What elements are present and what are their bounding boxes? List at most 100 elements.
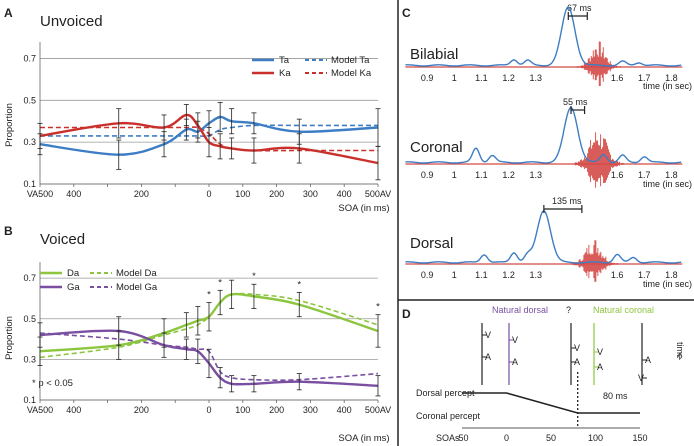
d-percept-curve (462, 392, 640, 414)
c-coronal-xtick-label: 1.3 (529, 170, 542, 180)
d-black-left-v-label: V (485, 330, 491, 340)
panel-a-ylabel: Proportion (4, 103, 15, 147)
coronal-percept-label: Coronal percept (416, 411, 481, 421)
panel-a: A Unvoiced Proportion SOA (in ms) 0.1 0.3… (4, 6, 391, 214)
c-bilabial-xtick-label: 1.3 (529, 73, 542, 83)
c-bilabial-xtick-label: 1.7 (638, 73, 651, 83)
row-label-dorsal: Dorsal (410, 235, 453, 252)
a-ytick-label: 0.7 (23, 53, 36, 63)
legend-da-label: Da (67, 268, 80, 279)
c-dorsal-xtick-label: 0.9 (421, 270, 434, 280)
d-question-v-label: V (574, 343, 580, 353)
c-bilabial-xtick-label: 1.8 (665, 73, 678, 83)
legend-model-ga-label: Model Ga (116, 282, 158, 293)
b-significance-star: * (252, 271, 256, 282)
b-xtick-label: 200 (269, 405, 284, 415)
a-ytick-label: 0.5 (23, 95, 36, 105)
c-bilabial-xtick-label: 1.2 (502, 73, 515, 83)
panel-b-plot: 0.1 0.3 0.5 0.7 VA500 400 200 0 100 200 300 400 500A… (23, 262, 391, 415)
panel-c-plot: 0.9 1 1.1 1.2 1.3 1.6 1.7 1.8 0.9 1 1.1 1.2 1.3 1.6 1.… (405, 6, 683, 282)
legend-ta-label: Ta (279, 55, 290, 66)
d-natural-coronal-a-label: A (597, 362, 603, 372)
a-xtick-label: VA500 (27, 189, 53, 199)
natural-dorsal-label: Natural dorsal (492, 305, 548, 315)
lag-80ms-label: 80 ms (603, 391, 628, 401)
d-black-right-v-label: V (638, 373, 644, 383)
panel-b-ylabel: Proportion (4, 316, 15, 360)
d-natural-coronal-v-label: V (597, 347, 603, 357)
legend-ga-label: Ga (67, 282, 80, 293)
d-natural-dorsal-a-label: A (512, 357, 518, 367)
panel-a-legend: Ta Ka Model Ta Model Ka (252, 55, 372, 79)
b-xtick-label: VA500 (27, 405, 53, 415)
c-dorsal-xtick-label: 1.2 (502, 270, 515, 280)
c-bilabial-xtick-label: 1 (452, 73, 457, 83)
c-bilabial-xtick-label: 1.6 (611, 73, 624, 83)
a-ytick-label: 0.1 (23, 179, 36, 189)
d-xtick-label: 0 (504, 433, 509, 443)
b-significance-star: * (297, 279, 301, 290)
d-black-right-a-label: A (645, 355, 651, 365)
c-dorsal-xtick-label: 1.3 (529, 270, 542, 280)
panel-b-label: B (4, 224, 13, 238)
b-xtick-label: 400 (66, 405, 81, 415)
panel-a-plot: 0.1 0.3 0.5 0.7 VA500 400 200 0 100 200 300 400 500A… (23, 42, 391, 199)
c-coronal-xtick-label: 1.1 (475, 170, 488, 180)
b-xtick-label: 200 (134, 405, 149, 415)
b-xtick-label: 300 (303, 405, 318, 415)
b-xtick-label: 400 (337, 405, 352, 415)
c-dorsal-xtick-label: 1.8 (665, 270, 678, 280)
d-xtick-label: 150 (632, 433, 647, 443)
a-xtick-label: 400 (66, 189, 81, 199)
b-xtick-label: 500AV (365, 405, 391, 415)
a-xtick-label: 400 (337, 189, 352, 199)
legend-ka-label: Ka (279, 68, 291, 79)
time-axis-label-coronal: time (in sec) (643, 179, 692, 189)
lag-label-coronal: 55 ms (563, 97, 588, 107)
b-ytick-label: 0.7 (23, 273, 36, 283)
legend-model-da-label: Model Da (116, 268, 157, 279)
dorsal-percept-label: Dorsal percept (416, 388, 475, 398)
c-dorsal-xtick-label: 1.6 (611, 270, 624, 280)
a-xtick-label: 300 (303, 189, 318, 199)
c-coronal-xtick-label: 1.7 (638, 170, 651, 180)
panel-c: C Bilabial Coronal Dorsal 67 ms 55 ms 13… (402, 3, 692, 289)
b-significance-star: * (207, 290, 211, 301)
d-xtick-label: 50 (546, 433, 556, 443)
b-ytick-label: 0.3 (23, 354, 36, 364)
time-arrow: <- (675, 352, 685, 360)
question-mark: ? (566, 305, 571, 315)
b-ytick-label: 0.1 (23, 395, 36, 405)
c-coronal-xtick-label: 1.8 (665, 170, 678, 180)
panel-a-label: A (4, 6, 13, 20)
d-question-a-label: A (574, 357, 580, 367)
time-axis-label-dorsal: time (in sec) (643, 279, 692, 289)
d-xtick-label: -50 (455, 433, 468, 443)
c-coronal-xtick-label: 1.6 (611, 170, 624, 180)
b-xtick-label: 0 (206, 405, 211, 415)
row-label-coronal: Coronal (410, 139, 463, 156)
panel-a-title: Unvoiced (40, 13, 103, 30)
c-dorsal-xtick-label: 1.7 (638, 270, 651, 280)
lag-label-dorsal: 135 ms (552, 196, 582, 206)
row-label-bilabial: Bilabial (410, 46, 458, 63)
natural-coronal-label: Natural coronal (593, 305, 654, 315)
panel-d-label: D (402, 307, 411, 321)
time-axis-label-bilabial: time (in sec) (643, 81, 692, 91)
a-xtick-label: 100 (235, 189, 250, 199)
d-black-left-a-label: A (485, 352, 491, 362)
c-bilabial-xtick-label: 1.1 (475, 73, 488, 83)
a-xtick-label: 200 (269, 189, 284, 199)
a-xtick-label: 0 (206, 189, 211, 199)
panel-b-xlabel: SOA (in ms) (338, 433, 389, 444)
b-xtick-label: 100 (235, 405, 250, 415)
d-natural-dorsal-v-label: V (512, 335, 518, 345)
b-significance-star: * (376, 302, 380, 313)
panel-c-label: C (402, 6, 411, 20)
soas-label: SOAs (436, 433, 460, 443)
b-significance-star: * (218, 277, 222, 288)
a-xtick-label: 500AV (365, 189, 391, 199)
c-bilabial-visual-envelope (405, 6, 682, 67)
lag-label-bilabial: 67 ms (567, 3, 592, 13)
